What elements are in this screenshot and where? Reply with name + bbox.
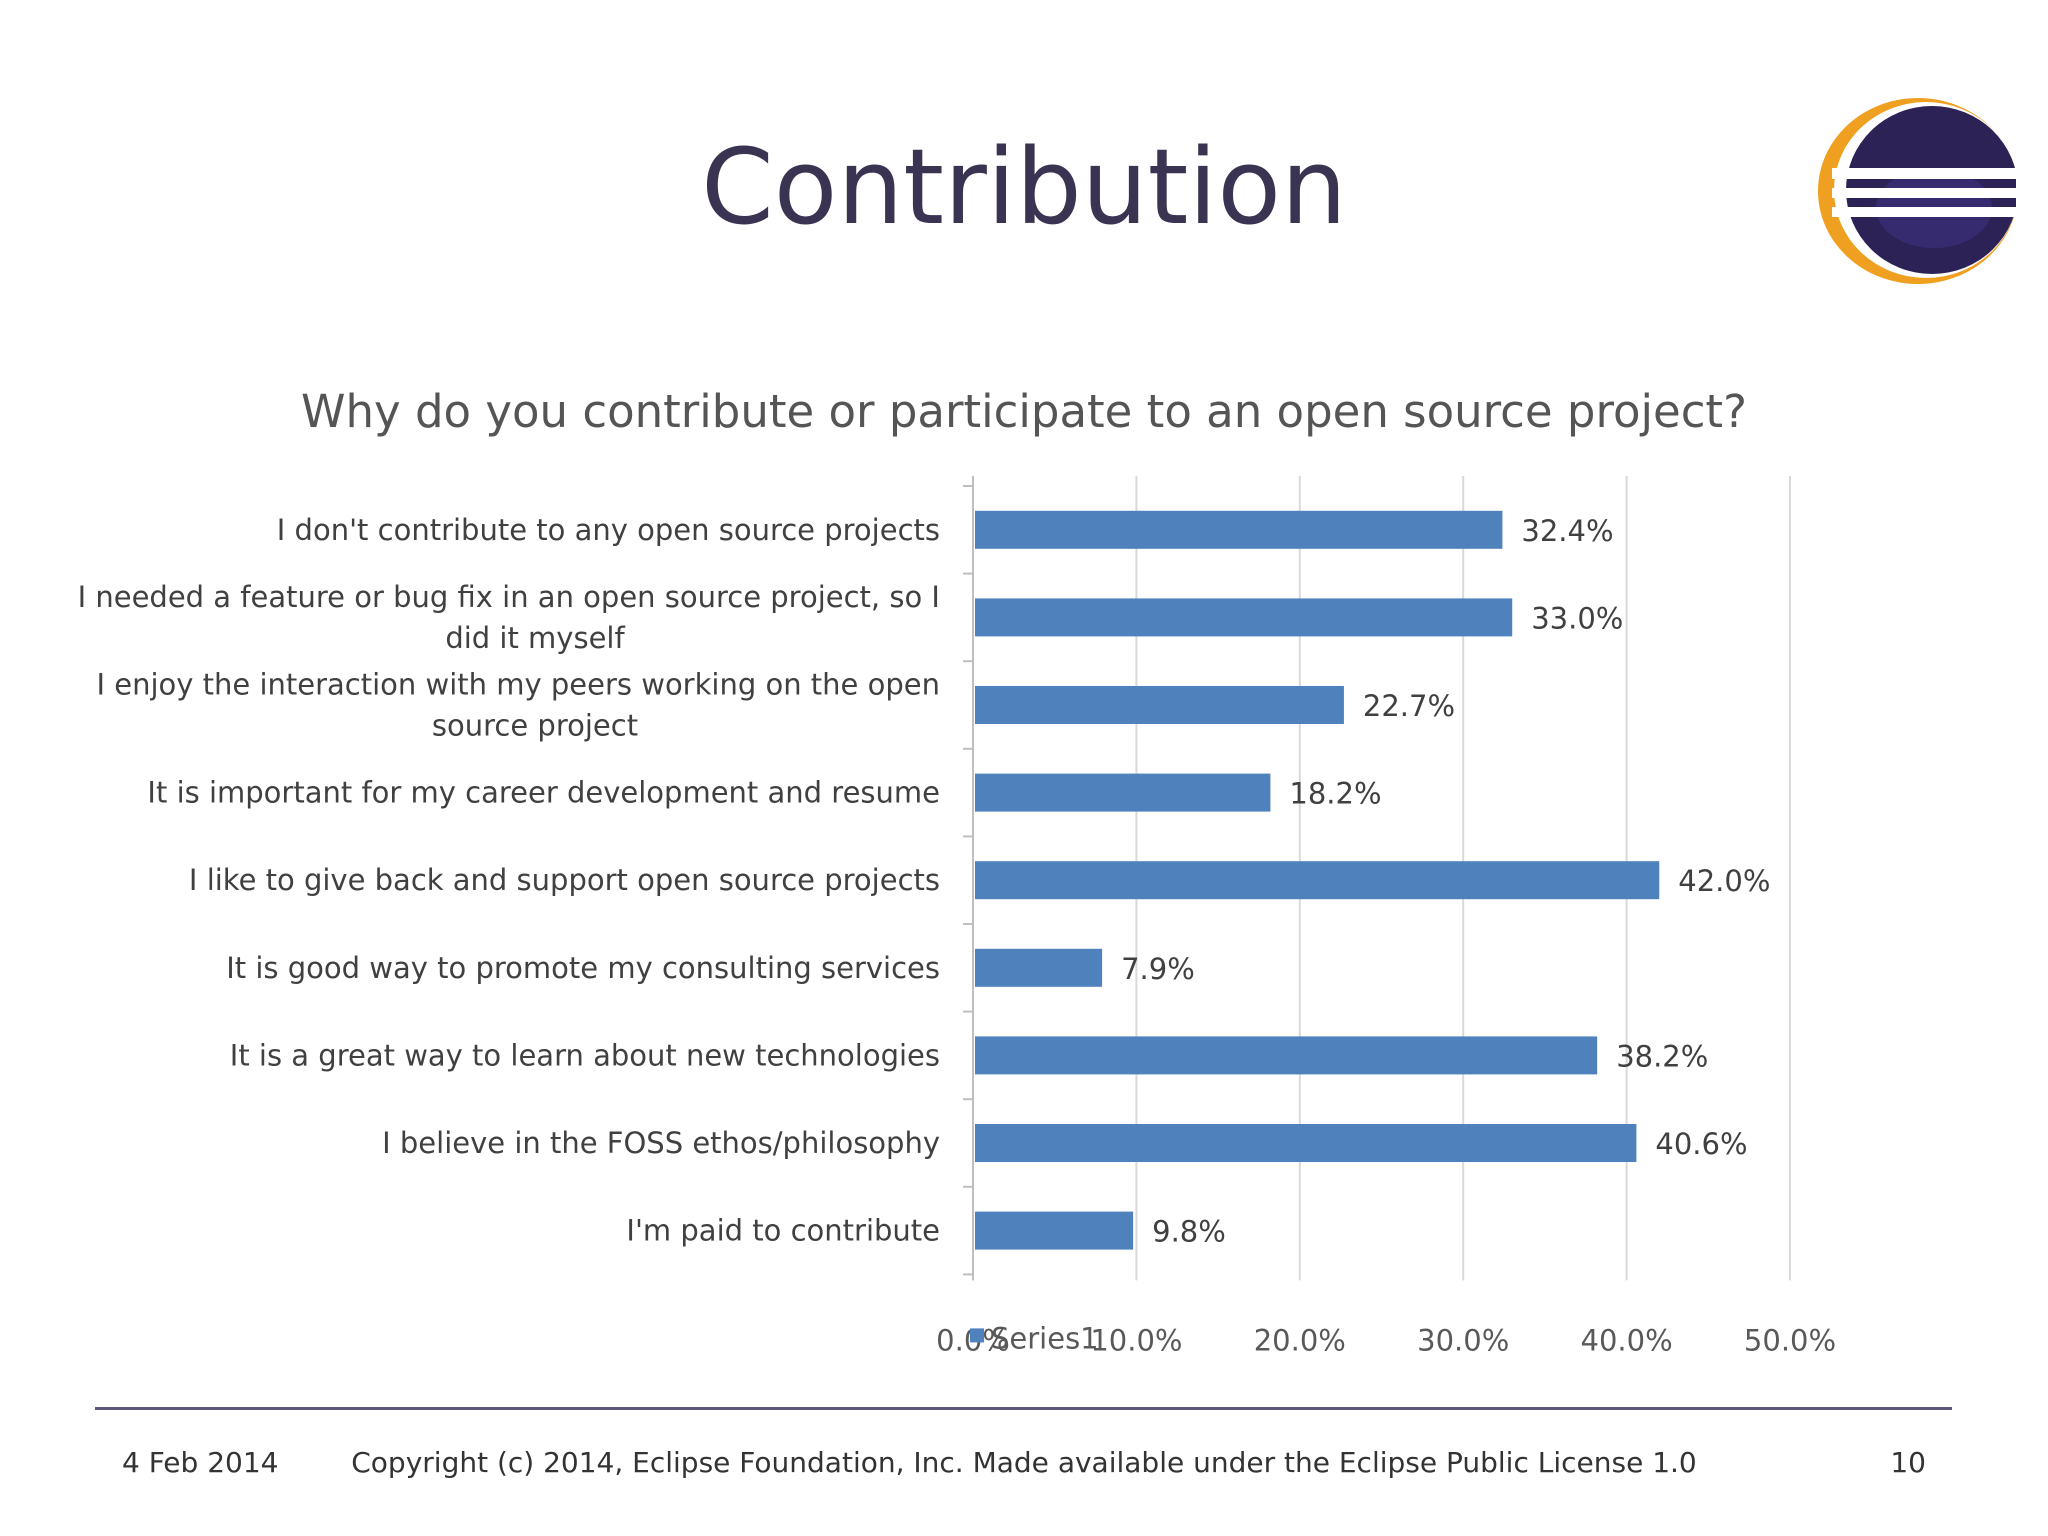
data-label: 9.8% xyxy=(1152,1215,1226,1249)
category-label: I like to give back and support open sou… xyxy=(189,863,940,897)
category-label: I believe in the FOSS ethos/philosophy xyxy=(382,1126,940,1160)
chart-title: Why do you contribute or participate to … xyxy=(301,385,1747,438)
bar xyxy=(975,861,1660,900)
category-label: I'm paid to contribute xyxy=(626,1214,940,1248)
category-label: It is important for my career developmen… xyxy=(147,776,940,810)
eclipse-logo-icon xyxy=(1818,98,2016,284)
data-label: 7.9% xyxy=(1121,952,1195,986)
slide-title: Contribution xyxy=(701,126,1347,248)
category-label: I needed a feature or bug fix in an open… xyxy=(78,580,940,614)
bar xyxy=(975,598,1513,637)
bar xyxy=(975,773,1271,812)
footer-divider xyxy=(95,1407,1952,1410)
category-label: did it myself xyxy=(445,621,625,655)
data-label: 38.2% xyxy=(1616,1039,1708,1073)
category-label: I enjoy the interaction with my peers wo… xyxy=(96,668,940,702)
x-tick-label: 30.0% xyxy=(1417,1323,1509,1357)
category-label: I don't contribute to any open source pr… xyxy=(277,513,940,547)
data-label: 22.7% xyxy=(1363,689,1455,723)
data-label: 32.4% xyxy=(1521,514,1613,548)
category-label: It is a great way to learn about new tec… xyxy=(230,1038,940,1072)
x-tick-label: 40.0% xyxy=(1581,1323,1673,1357)
data-label: 33.0% xyxy=(1531,601,1623,635)
legend-swatch xyxy=(970,1328,984,1343)
data-label: 42.0% xyxy=(1678,864,1770,898)
bar xyxy=(975,948,1103,987)
footer-copyright: Copyright (c) 2014, Eclipse Foundation, … xyxy=(351,1446,1697,1479)
data-label: 40.6% xyxy=(1655,1127,1747,1161)
category-label: It is good way to promote my consulting … xyxy=(226,951,940,985)
bar xyxy=(975,686,1344,724)
data-label: 18.2% xyxy=(1289,777,1381,811)
footer-date: 4 Feb 2014 xyxy=(122,1446,279,1479)
page-number: 10 xyxy=(1890,1446,1926,1479)
category-label: source project xyxy=(432,709,638,743)
bar-chart: 32.4% I don't contribute to any open sour… xyxy=(78,476,1836,1357)
bar xyxy=(975,1211,1134,1250)
bar xyxy=(975,510,1503,549)
x-tick-label: 10.0% xyxy=(1090,1323,1182,1357)
bar xyxy=(975,1124,1637,1162)
bar xyxy=(975,1036,1598,1075)
legend-label: Series1 xyxy=(991,1321,1099,1355)
x-tick-label: 50.0% xyxy=(1744,1323,1836,1357)
x-tick-label: 20.0% xyxy=(1254,1323,1346,1357)
